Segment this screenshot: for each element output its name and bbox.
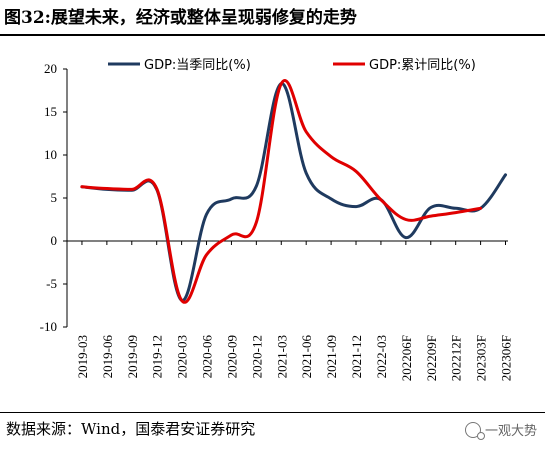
chart-legend: GDP:当季同比(%) GDP:累计同比(%) [108,58,476,73]
y-tick-label: 5 [51,190,58,205]
x-tick-label: 2021-09 [324,335,339,378]
source-divider [0,412,545,413]
x-tick-label: 2019-06 [100,335,115,379]
x-tick-label: 202212F [449,335,464,381]
data-source-note: 数据来源：Wind，国泰君安证券研究 [6,420,256,438]
x-tick-label: 2020-09 [224,335,239,378]
legend-label-1: GDP:累计同比(%) [369,58,476,73]
y-tick-label: -5 [46,276,57,291]
chart-axes: -10 -5 0 5 10 15 20 2019-03 2019-06 2019-09 2019-1… [40,61,514,381]
x-tick-label: 2022-03 [374,335,389,378]
series-line-0 [80,82,507,302]
y-tick-label: 10 [44,147,57,162]
y-tick-label: 20 [44,61,57,76]
x-tick-label: 202209F [424,335,439,381]
x-tick-label: 2019-09 [125,335,140,378]
x-tick-label: 2020-06 [200,335,215,379]
series-line-1 [80,79,483,304]
x-tick-label: 2020-12 [249,335,264,378]
y-tick-label: 15 [44,104,57,119]
watermark-text: 一观大势 [484,424,537,439]
x-tick-label: 2020-03 [175,335,190,378]
x-tick-label: 2019-12 [150,335,165,378]
x-tick-label: 202306F [499,335,514,381]
watermark: 一观大势 [464,420,537,440]
y-tick-label: -10 [40,319,57,334]
figure-title: 图32:展望未来，经济或整体呈现弱修复的走势 [4,8,357,28]
x-tick-label: 2021-06 [299,335,314,379]
x-tick-label: 2021-03 [274,335,289,378]
y-tick-label: 0 [51,233,58,248]
x-tick-label: 2021-12 [349,335,364,378]
wechat-icon [464,421,485,440]
title-divider [0,34,545,36]
x-tick-label: 202303F [474,335,489,381]
x-tick-label: 202206F [399,335,414,381]
chart-series-layer [80,79,507,304]
line-chart: -10 -5 0 5 10 15 20 2019-03 2019-06 2019-09 2019-1… [40,58,514,381]
legend-label-0: GDP:当季同比(%) [144,58,251,73]
x-tick-label: 2019-03 [75,335,90,378]
